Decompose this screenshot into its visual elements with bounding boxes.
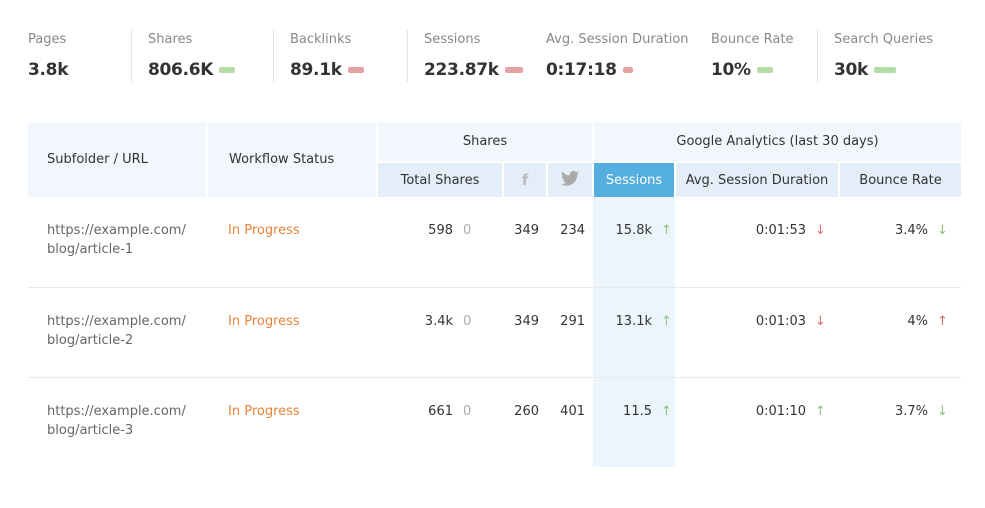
twitter-shares: 401 [560,403,585,419]
stat-value: 30k [834,60,897,80]
trend-bar [504,67,523,73]
table-row: https://example.com/blog/article-3 In Pr… [28,377,961,467]
url-line[interactable]: https://example.com/ [47,313,186,329]
stat-label: Backlinks [290,32,352,47]
table-row: https://example.com/blog/article-1 In Pr… [28,197,961,288]
trend-bar [219,67,236,73]
avg-duration-cell: 0:01:53 ↓ [675,197,839,288]
stat-value: 3.8k [28,60,69,80]
sessions-cell: 15.8k ↑ [593,197,675,288]
stat-search-queries: Search Queries 30k [817,30,933,82]
total-shares-cell: 598 0 [377,197,503,288]
stat-label: Search Queries [834,32,933,47]
stat-value: 806.6K [148,60,236,80]
stat-label: Shares [148,32,193,47]
arrow-down-icon: ↓ [937,403,948,419]
trend-bar [622,67,633,73]
table-row: https://example.com/blog/article-2 In Pr… [28,287,961,378]
workflow-status[interactable]: In Progress [228,403,300,419]
stat-backlinks: Backlinks 89.1k [273,30,364,82]
twitter-shares: 291 [547,287,593,378]
stat-value: 0:17:18 [546,60,633,80]
bounce-rate-cell: 3.4% ↓ [839,197,961,288]
trend-bar [347,67,364,73]
stat-value: 89.1k [290,60,364,80]
total-shares-cell: 3.4k 0 [377,287,503,378]
url-cell[interactable]: https://example.com/blog/article-1 [28,197,207,288]
arrow-down-icon: ↓ [815,313,826,329]
header-google-analytics: Google Analytics (last 30 days) [592,122,961,162]
header-total-shares[interactable]: Total Shares [376,161,503,197]
twitter-shares: 234 [547,197,593,288]
arrow-up-icon: ↑ [661,403,672,419]
facebook-shares: 349 [503,197,547,288]
bounce-rate-cell: 4% ↑ [839,287,961,378]
stat-label: Sessions [424,32,481,47]
header-avg-session-duration[interactable]: Avg. Session Duration [674,161,839,197]
stat-label: Avg. Session Duration [546,32,689,47]
stat-label: Bounce Rate [711,32,794,47]
url-line[interactable]: https://example.com/ [47,403,186,419]
header-bounce-rate[interactable]: Bounce Rate [838,161,961,197]
arrow-down-icon: ↓ [815,223,826,238]
twitter-icon[interactable] [546,161,593,197]
arrow-up-icon: ↑ [661,313,672,329]
arrow-up-icon: ↑ [661,223,672,238]
url-line[interactable]: blog/article-1 [47,242,134,257]
pages-table: Subfolder / URL Workflow Status Shares G… [28,122,961,467]
url-line[interactable]: blog/article-3 [47,422,134,438]
stat-label: Pages [28,32,67,47]
facebook-shares: 260 [514,403,539,419]
header-workflow-status[interactable]: Workflow Status [206,122,377,197]
avg-duration-cell: 0:01:03 ↓ [675,287,839,378]
sessions-cell: 11.5 ↑ [593,377,675,467]
stat-sessions: Sessions 223.87k [407,30,523,82]
sessions-cell: 13.1k ↑ [593,287,675,378]
avg-duration-cell: 0:01:10 ↑ [755,403,826,419]
url-line[interactable]: blog/article-2 [47,332,134,348]
header-url[interactable]: Subfolder / URL [28,122,207,197]
trend-bar [874,67,897,73]
stat-shares: Shares 806.6K [131,30,236,82]
facebook-shares: 349 [503,287,547,378]
workflow-status[interactable]: In Progress [207,287,377,378]
arrow-down-icon: ↓ [937,223,948,238]
stat-value: 223.87k [424,60,523,80]
header-shares: Shares [376,122,593,162]
url-cell[interactable]: https://example.com/blog/article-2 [28,287,207,378]
header-sessions[interactable]: Sessions [592,161,675,197]
facebook-icon[interactable]: f [502,161,547,197]
url-cell[interactable]: https://example.com/blog/article-3 [28,377,207,467]
workflow-status[interactable]: In Progress [207,197,377,288]
trend-bar [756,67,773,73]
stat-value: 10% [711,60,773,80]
bounce-rate-cell: 3.7% ↓ [894,403,948,419]
arrow-up-icon: ↑ [937,313,948,329]
url-line[interactable]: https://example.com/ [47,223,186,238]
arrow-up-icon: ↑ [815,403,826,419]
total-shares-cell: 661 0 [428,403,472,419]
